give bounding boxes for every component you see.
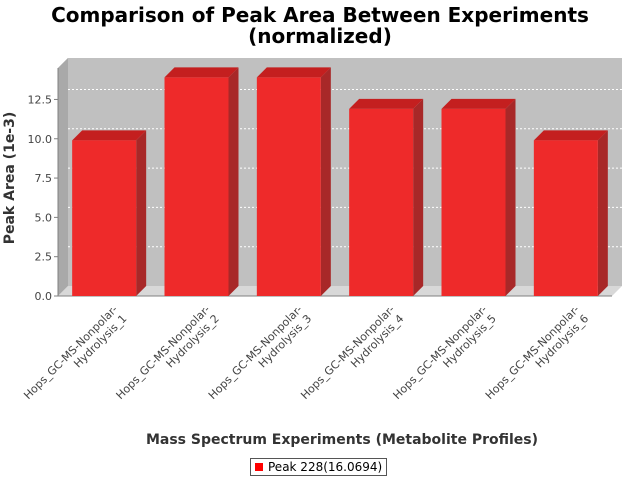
bar-front <box>164 77 229 297</box>
x-category-label: Hops_GC-MS-Nonpolar-Hydrolysis_5 <box>391 303 499 411</box>
bar <box>441 98 516 297</box>
bar-front <box>72 140 137 296</box>
bar-front <box>256 77 321 297</box>
bar <box>256 67 331 297</box>
bar-side <box>597 130 608 296</box>
y-tick-label: 7.5 <box>35 172 53 185</box>
bar <box>164 67 239 297</box>
x-category-label: Hops_GC-MS-Nonpolar-Hydrolysis_6 <box>483 303 591 411</box>
bar-side <box>413 98 424 297</box>
x-category-label: Hops_GC-MS-Nonpolar-Hydrolysis_3 <box>206 303 314 411</box>
x-category-label: Hops_GC-MS-Nonpolar-Hydrolysis_1 <box>21 303 129 411</box>
bar-side <box>505 98 516 297</box>
x-category-label-line: Hops_GC-MS-Nonpolar- <box>391 303 490 402</box>
bar-front <box>441 108 506 297</box>
bar-top <box>441 98 516 109</box>
chart-title-line2: (normalized) <box>248 24 392 48</box>
x-axis-label: Mass Spectrum Experiments (Metabolite Pr… <box>146 432 538 448</box>
legend-label: Peak 228(16.0694) <box>268 460 383 474</box>
chart-title-line1: Comparison of Peak Area Between Experime… <box>51 3 589 27</box>
bar-front <box>533 140 598 296</box>
bars <box>72 67 608 297</box>
bar <box>72 130 147 296</box>
bar-top <box>164 67 239 78</box>
bar-side <box>228 67 239 297</box>
bar-top <box>349 98 424 109</box>
bar-front <box>349 108 414 297</box>
bar-side <box>320 67 331 297</box>
bar-top <box>72 130 147 141</box>
plot-left-wall <box>58 58 68 296</box>
y-axis-label: Peak Area (1e-3) <box>2 112 18 245</box>
x-category-label-line: Hops_GC-MS-Nonpolar- <box>298 303 397 402</box>
y-tick-label: 0.0 <box>35 290 53 303</box>
x-category-label-line: Hops_GC-MS-Nonpolar- <box>483 303 582 402</box>
bar <box>533 130 608 296</box>
y-tick-label: 12.5 <box>28 93 53 106</box>
legend-swatch <box>255 463 263 471</box>
y-tick-label: 2.5 <box>35 251 53 264</box>
y-tick-label: 10.0 <box>28 133 53 146</box>
bar-side <box>136 130 147 296</box>
bar-top <box>256 67 331 78</box>
x-category-label-line: Hops_GC-MS-Nonpolar- <box>206 303 305 402</box>
y-axis-ticks: 0.0 2.5 5.0 7.5 10.0 12.5 <box>28 93 58 303</box>
x-category-label-line: Hops_GC-MS-Nonpolar- <box>21 303 120 402</box>
legend: Peak 228(16.0694) <box>250 458 388 476</box>
bar <box>349 98 424 297</box>
x-axis-categories: Hops_GC-MS-Nonpolar-Hydrolysis_1Hops_GC-… <box>21 303 591 411</box>
gridlines <box>68 88 622 248</box>
bar-top <box>533 130 608 141</box>
x-category-label: Hops_GC-MS-Nonpolar-Hydrolysis_2 <box>114 303 222 411</box>
y-tick-label: 5.0 <box>35 211 53 224</box>
x-category-label-line: Hops_GC-MS-Nonpolar- <box>114 303 213 402</box>
x-category-label: Hops_GC-MS-Nonpolar-Hydrolysis_4 <box>298 303 406 411</box>
